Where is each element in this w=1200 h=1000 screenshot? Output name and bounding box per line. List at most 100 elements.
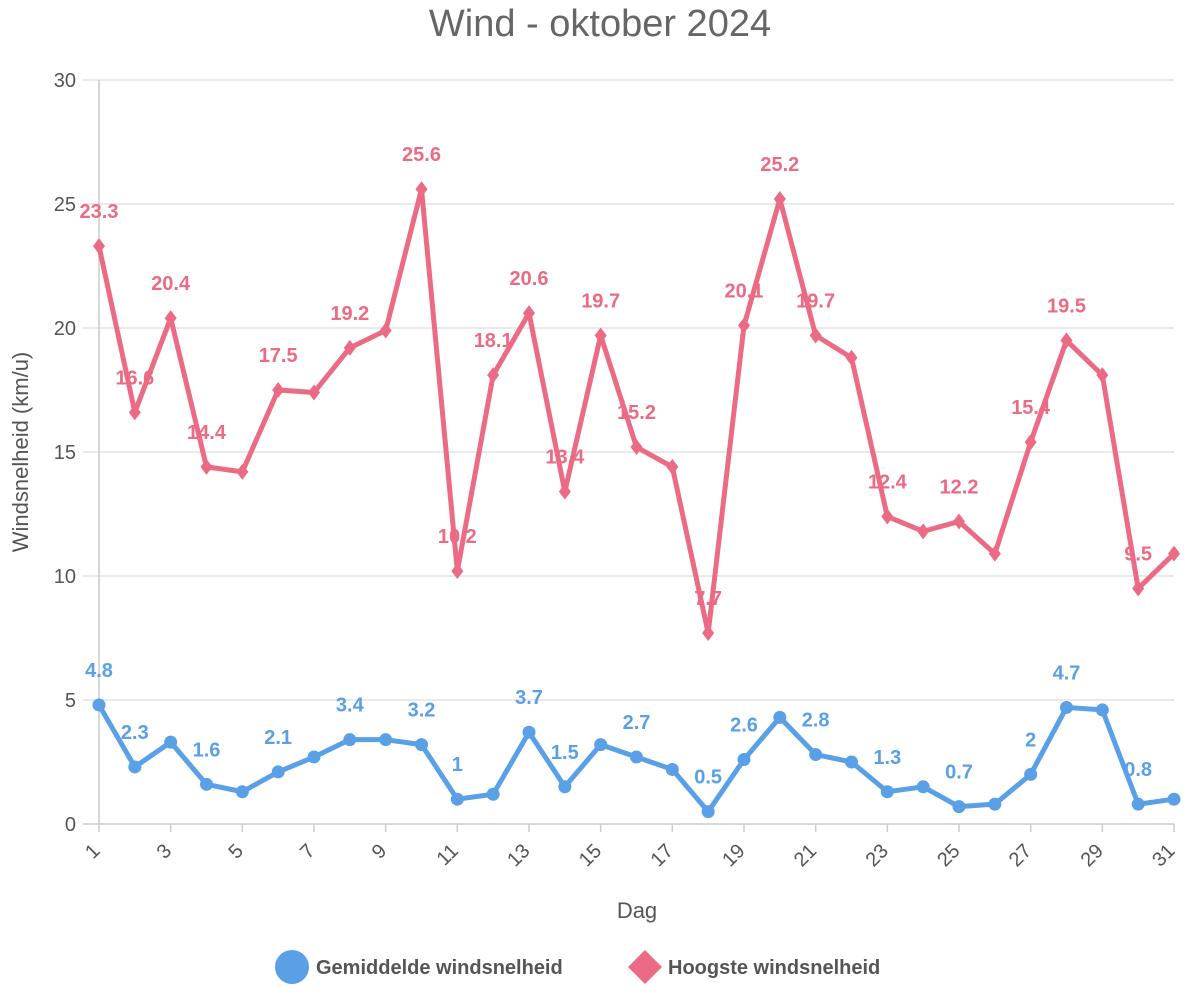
data-point[interactable] bbox=[558, 483, 571, 500]
data-point[interactable] bbox=[737, 753, 751, 767]
data-point[interactable] bbox=[200, 458, 213, 475]
data-label: 23.3 bbox=[80, 201, 119, 223]
data-point[interactable] bbox=[343, 339, 356, 356]
data-point[interactable] bbox=[666, 458, 679, 475]
x-tick-label: 31 bbox=[1148, 840, 1179, 871]
data-point[interactable] bbox=[630, 439, 643, 456]
data-label: 1.3 bbox=[873, 747, 901, 769]
data-point[interactable] bbox=[236, 463, 249, 480]
data-point[interactable] bbox=[93, 238, 105, 255]
data-point[interactable] bbox=[486, 787, 500, 801]
data-point[interactable] bbox=[92, 698, 106, 712]
legend[interactable]: Gemiddelde windsnelheid Hoogste windsnel… bbox=[275, 950, 880, 984]
data-point[interactable] bbox=[1131, 797, 1145, 811]
x-tick-label: 13 bbox=[503, 840, 534, 871]
data-labels: 4.8 2.3 1.6 2.1 3.4 3.2 1 3.7 1.5 2.7 0.5 2.6 2.8 1.3… bbox=[80, 144, 1153, 788]
data-point[interactable] bbox=[845, 755, 858, 769]
data-label: 20.6 bbox=[510, 268, 549, 290]
data-point[interactable] bbox=[1060, 700, 1073, 714]
data-point[interactable] bbox=[773, 191, 786, 208]
data-point[interactable] bbox=[1095, 703, 1109, 717]
data-point[interactable] bbox=[128, 760, 142, 774]
data-label: 0.5 bbox=[694, 767, 722, 789]
data-point[interactable] bbox=[665, 762, 679, 776]
data-point[interactable] bbox=[738, 317, 750, 334]
data-point[interactable] bbox=[630, 750, 643, 764]
data-point[interactable] bbox=[271, 765, 285, 779]
data-point[interactable] bbox=[1024, 434, 1037, 451]
data-point[interactable] bbox=[415, 181, 428, 198]
data-label: 16.6 bbox=[115, 367, 154, 389]
data-point[interactable] bbox=[773, 710, 787, 724]
data-label: 1 bbox=[452, 754, 463, 776]
data-label: 19.7 bbox=[796, 290, 835, 312]
data-label: 2.1 bbox=[264, 727, 292, 749]
data-point[interactable] bbox=[522, 725, 536, 739]
data-point[interactable] bbox=[809, 327, 822, 344]
data-point[interactable] bbox=[594, 327, 607, 344]
x-tick-label: 9 bbox=[368, 840, 391, 863]
data-point[interactable] bbox=[1168, 545, 1180, 562]
y-tick-label: 10 bbox=[54, 566, 76, 588]
data-point[interactable] bbox=[164, 735, 178, 749]
data-point[interactable] bbox=[523, 305, 535, 322]
data-point[interactable] bbox=[343, 733, 357, 747]
data-point[interactable] bbox=[200, 777, 213, 791]
data-label: 3.7 bbox=[515, 687, 543, 709]
data-point[interactable] bbox=[881, 508, 894, 525]
data-point[interactable] bbox=[1096, 367, 1109, 384]
y-tick-label: 15 bbox=[54, 442, 76, 464]
data-point[interactable] bbox=[1060, 332, 1073, 349]
x-tick-label: 19 bbox=[718, 840, 749, 871]
y-axis-title: Windsnelheid (km/u) bbox=[8, 352, 33, 553]
data-point[interactable] bbox=[988, 797, 1002, 811]
data-point[interactable] bbox=[487, 367, 500, 384]
data-point[interactable] bbox=[307, 750, 321, 764]
data-label: 4.7 bbox=[1053, 662, 1081, 684]
y-tick-label: 20 bbox=[54, 318, 76, 340]
x-tick-label: 1 bbox=[81, 840, 104, 863]
data-point[interactable] bbox=[1167, 792, 1181, 806]
data-label: 9.5 bbox=[1124, 543, 1152, 565]
data-point[interactable] bbox=[1132, 580, 1145, 597]
data-label: 12.2 bbox=[940, 476, 979, 498]
data-point[interactable] bbox=[809, 748, 823, 762]
gridlines bbox=[83, 79, 1174, 825]
data-point[interactable] bbox=[451, 563, 464, 580]
data-label: 2 bbox=[1025, 729, 1036, 751]
data-point[interactable] bbox=[952, 800, 966, 814]
data-label: 18.1 bbox=[474, 330, 513, 352]
data-point[interactable] bbox=[379, 322, 392, 339]
data-point[interactable] bbox=[272, 382, 285, 398]
series-gemiddelde bbox=[92, 698, 1181, 819]
data-point[interactable] bbox=[379, 733, 393, 747]
data-point[interactable] bbox=[235, 785, 249, 799]
data-point[interactable] bbox=[988, 545, 1001, 562]
data-label: 2.8 bbox=[802, 710, 830, 732]
data-point[interactable] bbox=[128, 404, 141, 421]
data-label: 15.4 bbox=[1011, 397, 1051, 419]
data-point[interactable] bbox=[164, 310, 177, 327]
data-point[interactable] bbox=[308, 384, 320, 401]
data-point[interactable] bbox=[845, 349, 858, 366]
data-point[interactable] bbox=[1024, 767, 1038, 781]
data-label: 3.4 bbox=[336, 695, 365, 717]
data-label: 0.7 bbox=[945, 762, 973, 784]
data-point[interactable] bbox=[415, 738, 428, 752]
data-point[interactable] bbox=[701, 805, 715, 819]
data-point[interactable] bbox=[917, 523, 930, 540]
data-label: 7.7 bbox=[694, 588, 722, 610]
x-tick-label: 7 bbox=[296, 840, 319, 863]
data-label: 2.6 bbox=[730, 715, 758, 737]
data-point[interactable] bbox=[916, 780, 930, 794]
data-point[interactable] bbox=[702, 625, 715, 642]
x-tick-label: 29 bbox=[1077, 840, 1108, 871]
data-point[interactable] bbox=[594, 738, 608, 752]
data-point[interactable] bbox=[558, 780, 572, 794]
data-point[interactable] bbox=[450, 792, 464, 806]
y-tick-label: 30 bbox=[54, 70, 76, 92]
y-tick-label: 0 bbox=[65, 814, 76, 836]
data-point[interactable] bbox=[880, 785, 894, 799]
data-point[interactable] bbox=[953, 513, 965, 530]
